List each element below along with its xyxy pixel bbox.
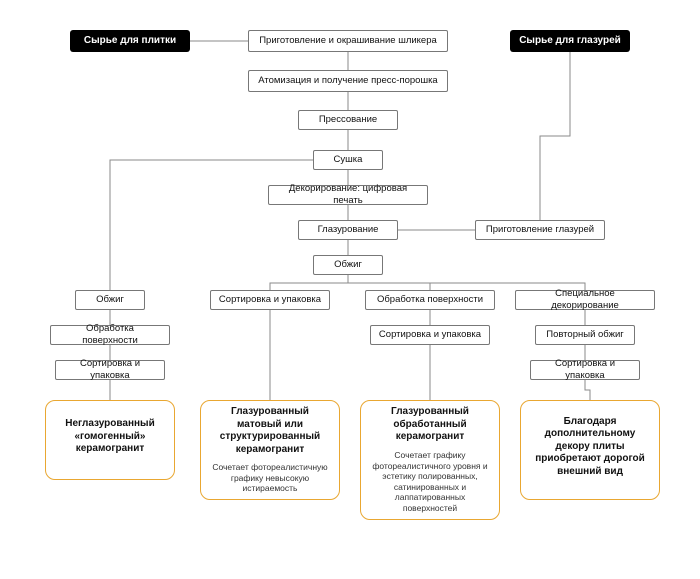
node-r2: Глазурованный матовый или структурирован… [200, 400, 340, 500]
node-b4_spec: Специальное декорирование [515, 290, 655, 310]
node-b2_sort: Сортировка и упаковка [210, 290, 330, 310]
node-src_glaze: Сырье для глазурей [510, 30, 630, 52]
edge [585, 380, 590, 400]
result-title: Неглазурованный «гомогенный» керамограни… [54, 418, 166, 456]
result-subtitle: Сочетает фотореалистичную графику невысо… [209, 462, 331, 494]
node-step_glazing: Глазурование [298, 220, 398, 240]
node-step_fire: Обжиг [313, 255, 383, 275]
edge [270, 275, 348, 290]
node-src_tile: Сырье для плитки [70, 30, 190, 52]
node-b4_refire: Повторный обжиг [535, 325, 635, 345]
edge [110, 160, 313, 290]
node-b1_fire: Обжиг [75, 290, 145, 310]
result-subtitle: Сочетает графику фотореалистичного уровн… [369, 450, 491, 514]
node-step_press: Прессование [298, 110, 398, 130]
result-title: Глазурованный матовый или структурирован… [209, 406, 331, 456]
node-step_shliker: Приготовление и окрашивание шликера [248, 30, 448, 52]
result-title: Благодаря дополнительному декору плиты п… [529, 416, 651, 479]
node-r3: Глазурованный обработанный керамогранит С… [360, 400, 500, 520]
flowchart-stage: Сырье для плитки Сырье для глазурей Пригот… [0, 0, 700, 579]
edge [540, 52, 570, 220]
node-b1_surf: Обработка поверхности [50, 325, 170, 345]
node-r4: Благодаря дополнительному декору плиты п… [520, 400, 660, 500]
node-b4_sort: Сортировка и упаковка [530, 360, 640, 380]
node-step_dry: Сушка [313, 150, 383, 170]
node-b3_surf: Обработка поверхности [365, 290, 495, 310]
edge [348, 275, 430, 290]
node-b1_sort: Сортировка и упаковка [55, 360, 165, 380]
node-step_atom: Атомизация и получение пресс-порошка [248, 70, 448, 92]
node-r1: Неглазурованный «гомогенный» керамограни… [45, 400, 175, 480]
node-step_glazeprep: Приготовление глазурей [475, 220, 605, 240]
result-title: Глазурованный обработанный керамогранит [369, 406, 491, 444]
node-step_decor: Декорирование: цифровая печать [268, 185, 428, 205]
node-b3_sort: Сортировка и упаковка [370, 325, 490, 345]
